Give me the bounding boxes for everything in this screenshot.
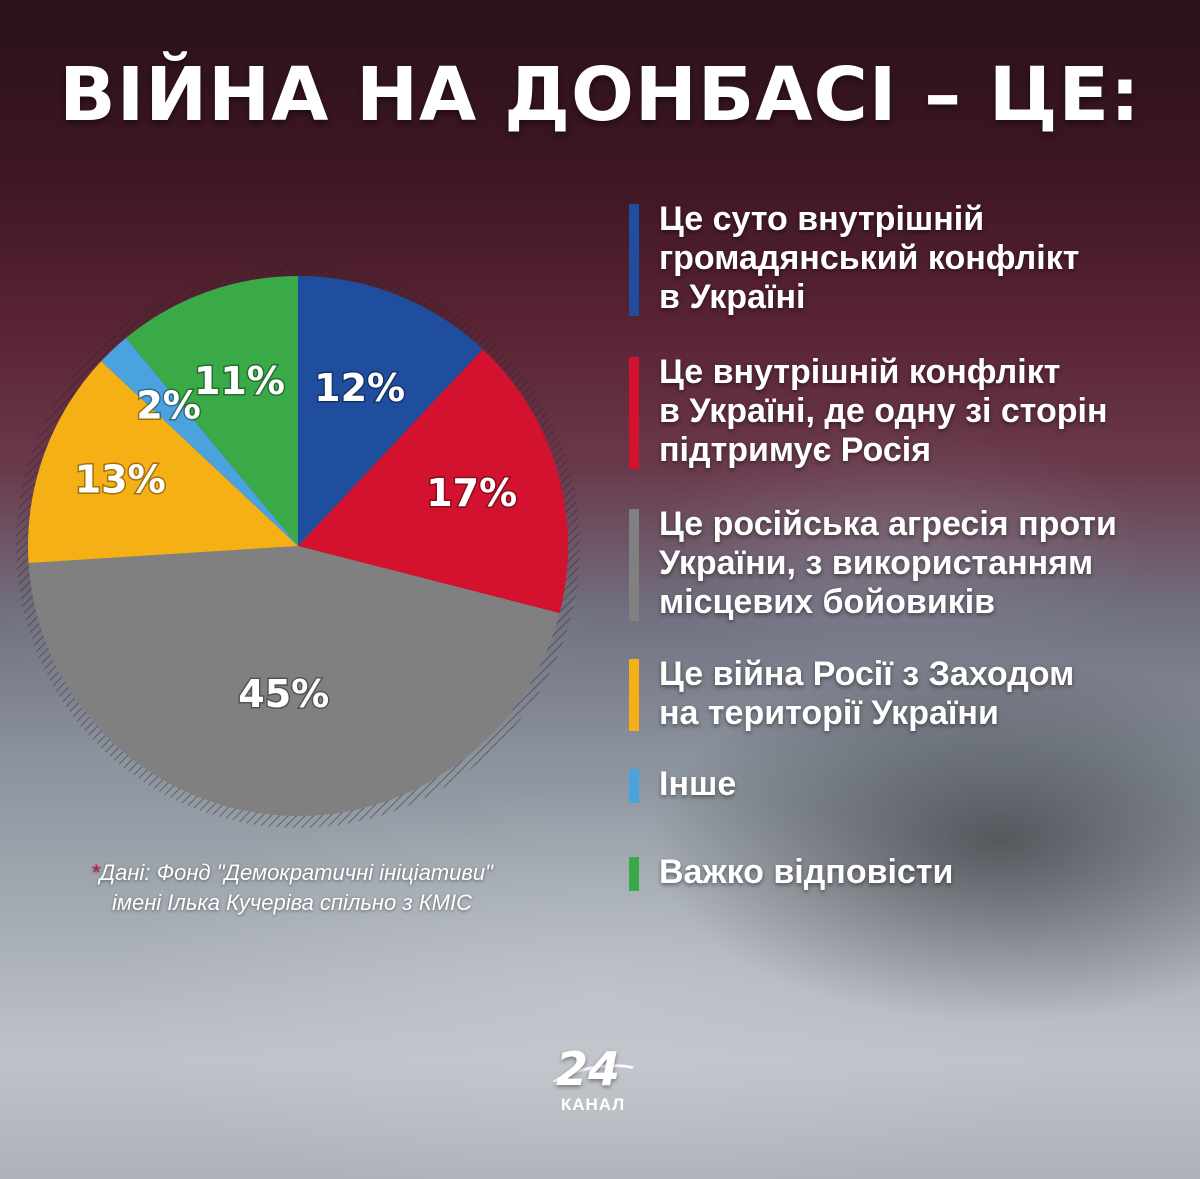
legend-label: Інше: [659, 765, 737, 803]
legend-color-bar: [629, 357, 639, 469]
pie-slice: [101, 337, 299, 546]
legend-color-bar: [629, 659, 639, 731]
legend-color-bar: [629, 509, 639, 621]
legend: Це суто внутрішній громадянський конфлікт…: [629, 200, 1189, 895]
pie-slice: [28, 361, 299, 563]
pie-slice: [298, 349, 568, 614]
pie-value-label: 2%: [136, 384, 201, 428]
source-line-1: Дані: Фонд "Демократичні ініціативи": [99, 860, 493, 885]
source-line-2: імені Ілька Кучеріва спільно з КМІС: [111, 890, 472, 915]
legend-color-bar: [629, 769, 639, 803]
legend-item: Це війна Росії з Заходом на території Укр…: [629, 655, 1189, 735]
logo-number: 24: [555, 1042, 620, 1096]
pie-slice: [298, 276, 483, 546]
page-title: ВІЙНА НА ДОНБАСІ – ЦЕ:: [59, 52, 1141, 138]
pie-value-label: 17%: [426, 471, 517, 515]
pie-value-label: 11%: [194, 359, 285, 403]
legend-label: Це війна Росії з Заходом на території Укр…: [659, 655, 1075, 732]
legend-label: Це внутрішній конфлікт в Україні, де одну…: [659, 353, 1108, 469]
legend-item: Це внутрішній конфлікт в Україні, де одну…: [629, 353, 1189, 473]
source-note: *Дані: Фонд "Демократичні ініціативи" ім…: [12, 858, 572, 918]
legend-item: Це суто внутрішній громадянський конфлікт…: [629, 200, 1189, 320]
pie-value-label: 12%: [314, 366, 405, 410]
legend-item: Інше: [629, 765, 1189, 807]
legend-label: Важко відповісти: [659, 853, 954, 891]
legend-item: Це російська агресія проти України, з вик…: [629, 505, 1189, 625]
footnote-star: *: [91, 860, 100, 885]
logo-word: КАНАЛ: [560, 1095, 626, 1114]
channel-24-logo: 24 КАНАЛ: [538, 1042, 648, 1122]
legend-label: Це суто внутрішній громадянський конфлікт…: [659, 200, 1080, 316]
legend-item: Важко відповісти: [629, 853, 1189, 895]
legend-color-bar: [629, 204, 639, 316]
pie-value-label: 13%: [75, 457, 166, 501]
pie-slice: [28, 546, 560, 816]
pie-slice: [125, 276, 298, 546]
legend-color-bar: [629, 857, 639, 891]
legend-label: Це російська агресія проти України, з вик…: [659, 505, 1117, 621]
pie-value-label: 45%: [238, 672, 329, 716]
